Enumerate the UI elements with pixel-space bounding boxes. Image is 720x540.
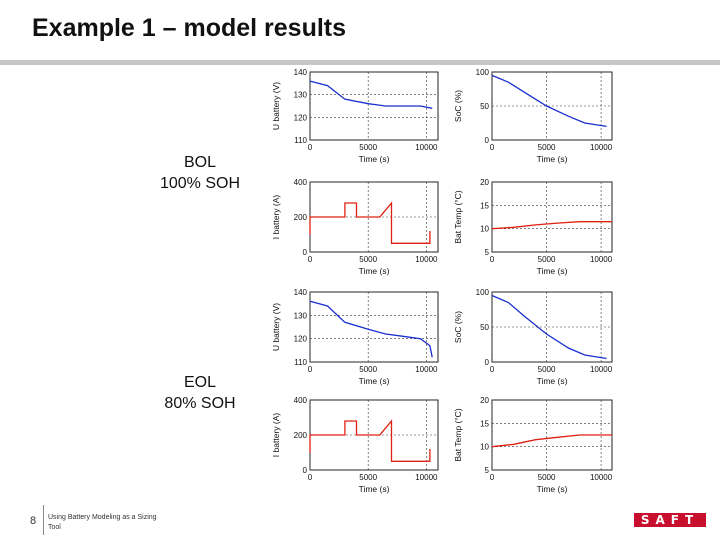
x-tick-label: 0 <box>308 473 313 482</box>
x-axis-label: Time (s) <box>359 484 390 494</box>
eol-soc-chart: 0 5000 10000 0 50 100 Time (s) SoC (%) <box>452 286 624 388</box>
x-tick-label: 5000 <box>359 255 377 264</box>
series-line <box>491 434 612 448</box>
y-tick-label: 50 <box>480 323 489 332</box>
x-tick-label: 0 <box>490 143 495 152</box>
y-tick-label: 5 <box>485 248 490 257</box>
series-line <box>491 221 612 230</box>
y-axis-label: Bat Temp (°C) <box>453 190 463 243</box>
x-tick-label: 10000 <box>415 255 438 264</box>
x-tick-label: 5000 <box>359 365 377 374</box>
y-tick-label: 10 <box>480 225 489 234</box>
x-tick-label: 10000 <box>590 143 613 152</box>
plot-area <box>309 291 439 363</box>
x-tick-label: 10000 <box>590 473 613 482</box>
y-tick-label: 140 <box>294 68 308 77</box>
y-axis-label: I battery (A) <box>271 413 281 458</box>
y-axis-label: SoC (%) <box>453 90 463 122</box>
y-tick-label: 110 <box>294 358 307 367</box>
footer-text: Using Battery Modeling as a Sizing Tool <box>48 514 157 531</box>
plot-area <box>491 181 613 253</box>
x-tick-label: 5000 <box>538 143 556 152</box>
x-tick-label: 10000 <box>415 473 438 482</box>
bol-label: BOL 100% SOH <box>159 154 241 192</box>
series-line <box>309 300 433 358</box>
y-tick-label: 400 <box>294 396 308 405</box>
x-tick-label: 5000 <box>359 473 377 482</box>
x-tick-label: 5000 <box>538 255 556 264</box>
y-tick-label: 0 <box>303 466 308 475</box>
y-tick-label: 20 <box>480 178 489 187</box>
x-tick-label: 0 <box>308 143 313 152</box>
x-tick-label: 0 <box>308 255 313 264</box>
saft-logo: saftSAFT <box>634 513 706 527</box>
y-tick-label: 120 <box>294 335 308 344</box>
y-tick-label: 10 <box>480 443 489 452</box>
x-tick-label: 0 <box>490 255 495 264</box>
x-axis-label: Time (s) <box>359 154 390 164</box>
y-tick-label: 15 <box>480 201 489 210</box>
x-axis-label: Time (s) <box>359 266 390 276</box>
y-tick-label: 130 <box>294 311 308 320</box>
footer-divider <box>43 505 44 535</box>
x-axis-label: Time (s) <box>359 376 390 386</box>
y-axis-label: SoC (%) <box>453 311 463 343</box>
y-tick-label: 120 <box>294 113 308 122</box>
x-tick-label: 5000 <box>538 473 556 482</box>
x-tick-label: 10000 <box>590 365 613 374</box>
eol-label: EOL 80% SOH <box>164 374 236 412</box>
y-tick-label: 200 <box>294 213 308 222</box>
y-tick-label: 200 <box>294 431 308 440</box>
x-axis-label: Time (s) <box>537 266 568 276</box>
y-tick-label: 0 <box>303 248 308 257</box>
x-tick-label: 10000 <box>415 365 438 374</box>
x-tick-label: 5000 <box>359 143 377 152</box>
y-axis-label: U battery (V) <box>271 303 281 351</box>
x-axis-label: Time (s) <box>537 154 568 164</box>
y-tick-label: 5 <box>485 466 490 475</box>
y-tick-label: 15 <box>480 419 489 428</box>
bol-soc-chart: 0 5000 10000 0 50 100 Time (s) SoC (%) <box>452 66 624 166</box>
bol-temperature-chart: 0 5000 10000 5 10 15 20 Time (s) Bat Temp (°C) <box>452 176 624 278</box>
x-tick-label: 5000 <box>538 365 556 374</box>
x-tick-label: 10000 <box>590 255 613 264</box>
page-number: 8 <box>30 515 37 527</box>
x-tick-label: 10000 <box>415 143 438 152</box>
x-tick-label: 0 <box>308 365 313 374</box>
y-axis-label: Bat Temp (°C) <box>453 408 463 461</box>
y-tick-label: 20 <box>480 396 489 405</box>
slide-title: Example 1 – model results <box>32 14 347 42</box>
y-tick-label: 130 <box>294 91 308 100</box>
y-tick-label: 0 <box>485 136 490 145</box>
series-line <box>491 74 607 128</box>
y-axis-label: U battery (V) <box>271 82 281 130</box>
x-axis-label: Time (s) <box>537 376 568 386</box>
x-axis-label: Time (s) <box>537 484 568 494</box>
bol-current-chart: 0 5000 10000 0 200 400 Time (s) I battery (A) <box>270 176 450 278</box>
y-tick-label: 0 <box>485 358 490 367</box>
y-tick-label: 110 <box>294 136 307 145</box>
series-line <box>309 80 433 109</box>
y-axis-label: I battery (A) <box>271 195 281 240</box>
series-line <box>491 294 607 360</box>
eol-current-chart: 0 5000 10000 0 200 400 Time (s) I battery (A) <box>270 394 450 496</box>
y-tick-label: 140 <box>294 288 308 297</box>
x-tick-label: 0 <box>490 473 495 482</box>
bol-voltage-chart: 0 5000 10000 110 120 130 140 Time (s) U battery … <box>270 66 450 166</box>
y-tick-label: 400 <box>294 178 308 187</box>
title-divider <box>0 60 720 65</box>
y-tick-label: 100 <box>476 68 490 77</box>
eol-voltage-chart: 0 5000 10000 110 120 130 140 Time (s) U battery … <box>270 286 450 388</box>
y-tick-label: 50 <box>480 102 489 111</box>
series-line <box>309 419 431 462</box>
x-tick-label: 0 <box>490 365 495 374</box>
series-line <box>309 201 431 244</box>
y-tick-label: 100 <box>476 288 490 297</box>
eol-temperature-chart: 0 5000 10000 5 10 15 20 Time (s) Bat Temp (°C) <box>452 394 624 496</box>
